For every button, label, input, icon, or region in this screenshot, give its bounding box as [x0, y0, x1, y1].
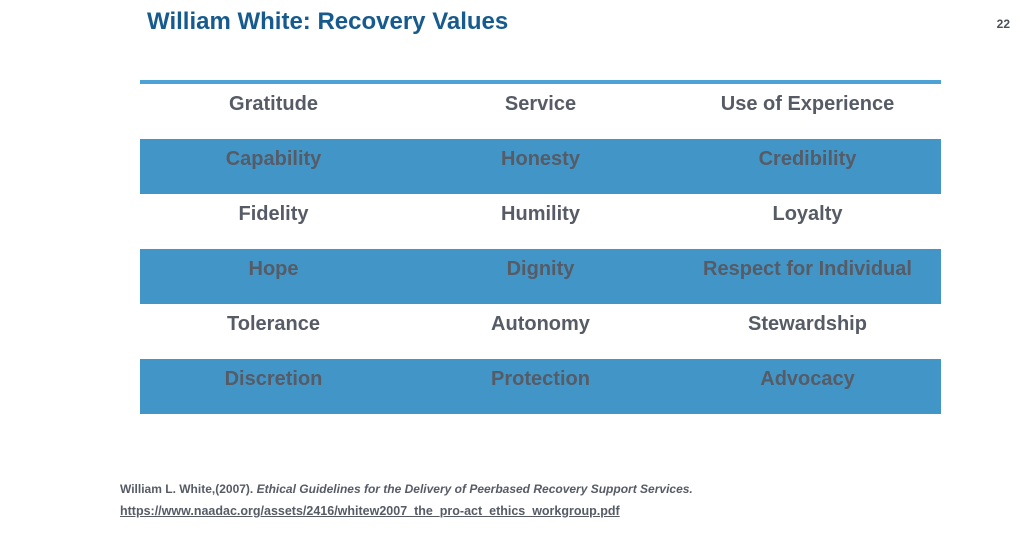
slide-page-number: 22	[996, 17, 1010, 31]
table-top-border	[140, 80, 941, 84]
table-cell: Dignity	[506, 258, 575, 280]
table-row: Discretion Protection Advocacy	[140, 359, 941, 414]
table-cell: Autonomy	[491, 313, 590, 335]
table-cell: Service	[504, 93, 577, 115]
table-cell: Discretion	[224, 368, 323, 390]
table-cell: Advocacy	[760, 368, 855, 390]
table-cell: Humility	[501, 203, 580, 225]
table-cell: Hope	[248, 258, 299, 280]
table-row: Hope Dignity Respect for Individual	[140, 249, 941, 304]
table-cell: Credibility	[758, 148, 857, 170]
table-cell: Protection	[491, 368, 590, 390]
table-cell: Tolerance	[227, 313, 320, 335]
table-cell: Fidelity	[238, 203, 309, 225]
table-row: Tolerance Autonomy Stewardship	[140, 304, 941, 359]
table-cell: Stewardship	[748, 313, 867, 335]
page-title: William White: Recovery Values	[147, 8, 509, 35]
table-cell: Respect for Individual	[703, 258, 912, 280]
recovery-values-table: Gratitude Service Use of Experience Capabil…	[140, 80, 941, 414]
table-cell: Loyalty	[772, 203, 843, 225]
table-row: Capability Honesty Credibility	[140, 139, 941, 194]
values-table-rows: Gratitude Service Use of Experience Capabil…	[140, 84, 941, 414]
table-cell: Capability	[225, 148, 322, 170]
citation-link[interactable]: https://www.naadac.org/assets/2416/white…	[120, 504, 620, 518]
citation-line: William L. White,(2007). Ethical Guideli…	[120, 478, 693, 500]
citation: William L. White,(2007). Ethical Guideli…	[120, 478, 693, 522]
table-cell: Use of Experience	[720, 93, 895, 115]
table-cell: Honesty	[501, 148, 580, 170]
table-row: Gratitude Service Use of Experience	[140, 84, 941, 139]
citation-author: William L. White,(2007).	[120, 482, 257, 496]
table-cell: Gratitude	[229, 93, 318, 115]
table-row: Fidelity Humility Loyalty	[140, 194, 941, 249]
citation-work-title: Ethical Guidelines for the Delivery of P…	[256, 482, 693, 496]
